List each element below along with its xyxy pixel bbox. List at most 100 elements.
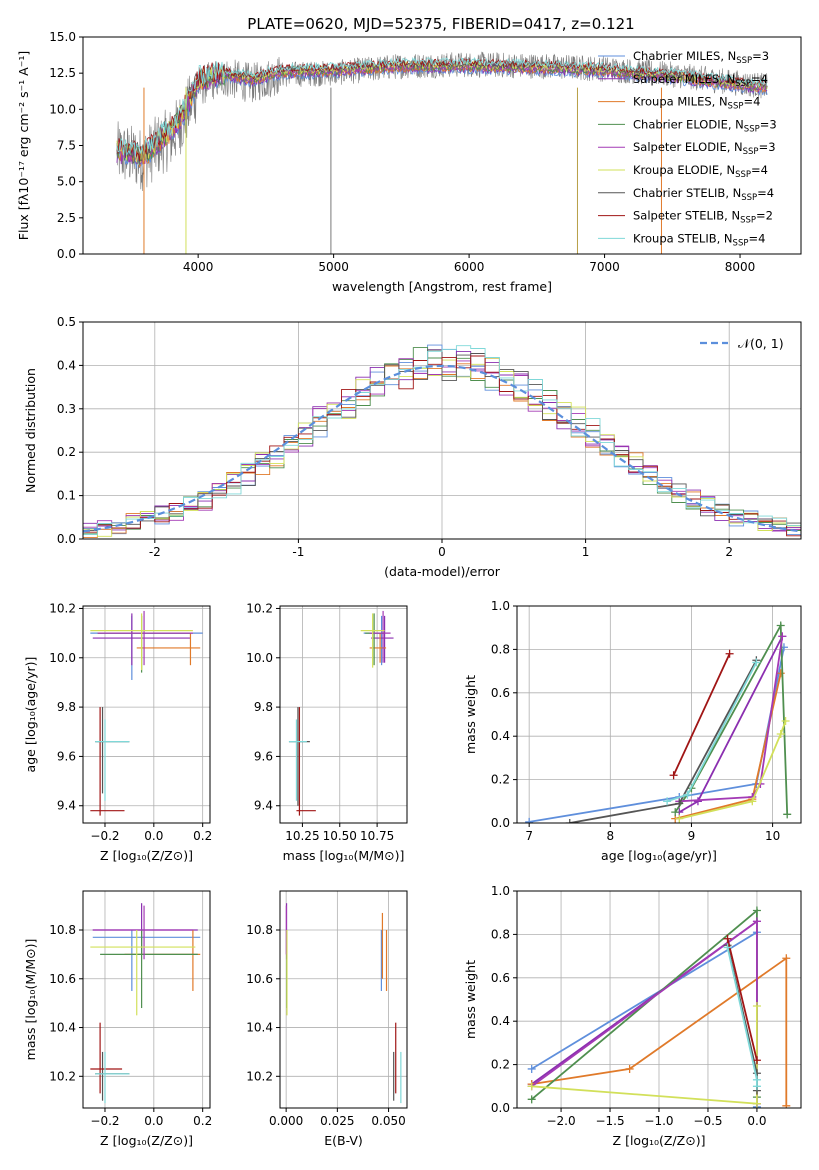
y-axis-label: age [log₁₀(age/yr)]: [23, 657, 38, 773]
x-tick-label: 10.25: [285, 829, 319, 843]
x-tick-label: 10.75: [360, 829, 394, 843]
x-tick-label: −2.0: [546, 1114, 575, 1128]
panel-mass-vs-Z: −0.2 0.0 0.2 10.2 10.4 10.6 10.8 Z [log₁₀(Z/Z⊙)…: [23, 890, 212, 1148]
point-marker-salpeter_stelib: [669, 771, 678, 780]
x-tick-label: -2: [149, 545, 161, 559]
axes-frame: [82, 890, 211, 1109]
point-marker-chabrier_elodie: [671, 808, 680, 817]
x-tick-label: 1: [582, 545, 590, 559]
y-tick-label: 0.0: [491, 816, 510, 830]
x-tick-label: 0.025: [320, 1114, 354, 1128]
point-marker-chabrier_elodie: [776, 621, 785, 630]
plot-area: [285, 903, 402, 1104]
legend-label: Salpeter MILES, NSSP=4: [633, 72, 768, 89]
series-line-chabrier_miles: [529, 647, 785, 823]
y-tick-label: 0.0: [491, 1101, 510, 1115]
y-tick-label: 10.2: [246, 601, 273, 615]
plot-area: [116, 51, 768, 254]
x-axis-label: age [log₁₀(age/yr)]: [601, 848, 717, 863]
y-tick-label: 10.6: [246, 972, 273, 986]
y-tick-label: 0.3: [57, 402, 76, 416]
y-tick-label: 0.2: [491, 1058, 510, 1072]
legend: 𝒩(0, 1): [700, 336, 784, 351]
point-marker-chabrier_elodie: [527, 1095, 536, 1104]
x-axis-label: (data-model)/error: [384, 564, 501, 579]
y-axis-label: Flux [fλ10⁻¹⁷ erg cm⁻² s⁻¹ A⁻¹]: [16, 51, 31, 240]
y-axis-label: Normed distribution: [23, 368, 38, 493]
point-marker-salpeter_elodie: [752, 917, 761, 926]
x-tick-label: 0.2: [193, 829, 212, 843]
axes-frame: [279, 890, 408, 1109]
x-tick-label: 0.000: [269, 1114, 303, 1128]
panel-mass-vs-ebv: 0.000 0.025 0.050 10.2 10.4 10.6 10.8 E(B-V): [246, 890, 408, 1148]
x-tick-label: 5000: [318, 260, 349, 274]
plot-area: [83, 344, 801, 539]
x-tick-label: 8: [606, 829, 614, 843]
y-axis-label: mass weight: [463, 960, 478, 1039]
y-tick-label: 9.8: [254, 700, 273, 714]
legend: Chabrier MILES, NSSP=3 Salpeter MILES, NS…: [598, 49, 777, 248]
y-tick-label: 10.8: [246, 923, 273, 937]
x-tick-label: 2: [725, 545, 733, 559]
y-tick-label: 0.6: [491, 686, 510, 700]
point-marker-chabrier_stelib: [675, 799, 684, 808]
y-tick-label: 10.2: [49, 601, 76, 615]
y-tick-label: 0.0: [57, 532, 76, 546]
y-tick-label: 0.1: [57, 489, 76, 503]
y-tick-label: 0.8: [491, 642, 510, 656]
series-line-kroupa_miles: [531, 956, 788, 1106]
point-marker-salpeter_elodie: [778, 632, 787, 641]
legend-label: Kroupa STELIB, NSSP=4: [633, 231, 765, 248]
y-tick-label: 0.2: [491, 773, 510, 787]
x-axis-label: Z [log₁₀(Z/Z⊙)]: [613, 1133, 706, 1148]
x-axis-label: wavelength [Angstrom, rest frame]: [332, 279, 552, 294]
legend-label: Chabrier ELODIE, NSSP=3: [633, 117, 777, 134]
legend-label: Chabrier MILES, NSSP=3: [633, 49, 769, 66]
y-tick-label: 10.0: [246, 651, 273, 665]
figure-title: PLATE=0620, MJD=52375, FIBERID=0417, z=0…: [247, 15, 634, 33]
y-tick-label: 0.5: [57, 315, 76, 329]
point-marker-salpeter_stelib: [752, 1056, 761, 1065]
x-tick-label: 7000: [589, 260, 620, 274]
series-line-kroupa_elodie: [531, 1006, 758, 1105]
point-marker-kroupa_stelib: [752, 1082, 761, 1091]
grid: [83, 606, 210, 823]
point-marker-chabrier_elodie: [783, 810, 792, 819]
y-tick-label: 0.4: [491, 1014, 510, 1028]
legend-label: Kroupa MILES, NSSP=4: [633, 95, 760, 112]
x-tick-label: −0.2: [90, 829, 119, 843]
y-tick-label: 0.6: [491, 971, 510, 985]
series-line-salpeter_miles: [678, 635, 784, 813]
point-marker-kroupa_elodie: [527, 1082, 536, 1091]
y-tick-label: 10.0: [49, 102, 76, 116]
point-marker-kroupa_elodie: [752, 1002, 761, 1011]
y-tick-label: 0.2: [57, 445, 76, 459]
point-marker-chabrier_miles: [527, 1064, 536, 1073]
point-marker-chabrier_miles: [525, 817, 534, 823]
series-line-kroupa_stelib: [666, 661, 758, 803]
y-tick-label: 0.8: [491, 927, 510, 941]
y-tick-label: 9.8: [57, 700, 76, 714]
legend-label: Kroupa ELODIE, NSSP=4: [633, 163, 768, 180]
panel-massweight-vs-age: 7 8 9 10 0.0 0.2 0.4 0.6 0.8 1.0 age [log₁₀(age/yr…: [463, 599, 802, 863]
series-line-salpeter_stelib: [726, 938, 758, 1061]
x-axis-label: mass [log₁₀(M/M⊙)]: [283, 848, 405, 863]
x-tick-label: 10.50: [323, 829, 357, 843]
y-tick-label: 5.0: [57, 175, 76, 189]
point-marker-kroupa_miles: [782, 954, 791, 963]
point-marker-kroupa_elodie: [752, 1099, 761, 1108]
y-tick-label: 15.0: [49, 30, 76, 44]
x-tick-label: −1.5: [595, 1114, 624, 1128]
point-marker-kroupa_elodie: [675, 814, 684, 823]
y-tick-label: 10.8: [49, 923, 76, 937]
point-marker-salpeter_stelib: [725, 649, 734, 658]
axes-frame: [82, 605, 211, 824]
series-line-kroupa_stelib: [726, 947, 758, 1087]
y-tick-label: 10.2: [49, 1069, 76, 1083]
series-line-salpeter_elodie: [531, 919, 758, 1104]
grid: [517, 605, 801, 824]
x-tick-label: −0.2: [90, 1114, 119, 1128]
y-tick-label: 12.5: [49, 66, 76, 80]
x-tick-label: 0.2: [193, 1114, 212, 1128]
point-marker-kroupa_elodie: [781, 717, 790, 726]
